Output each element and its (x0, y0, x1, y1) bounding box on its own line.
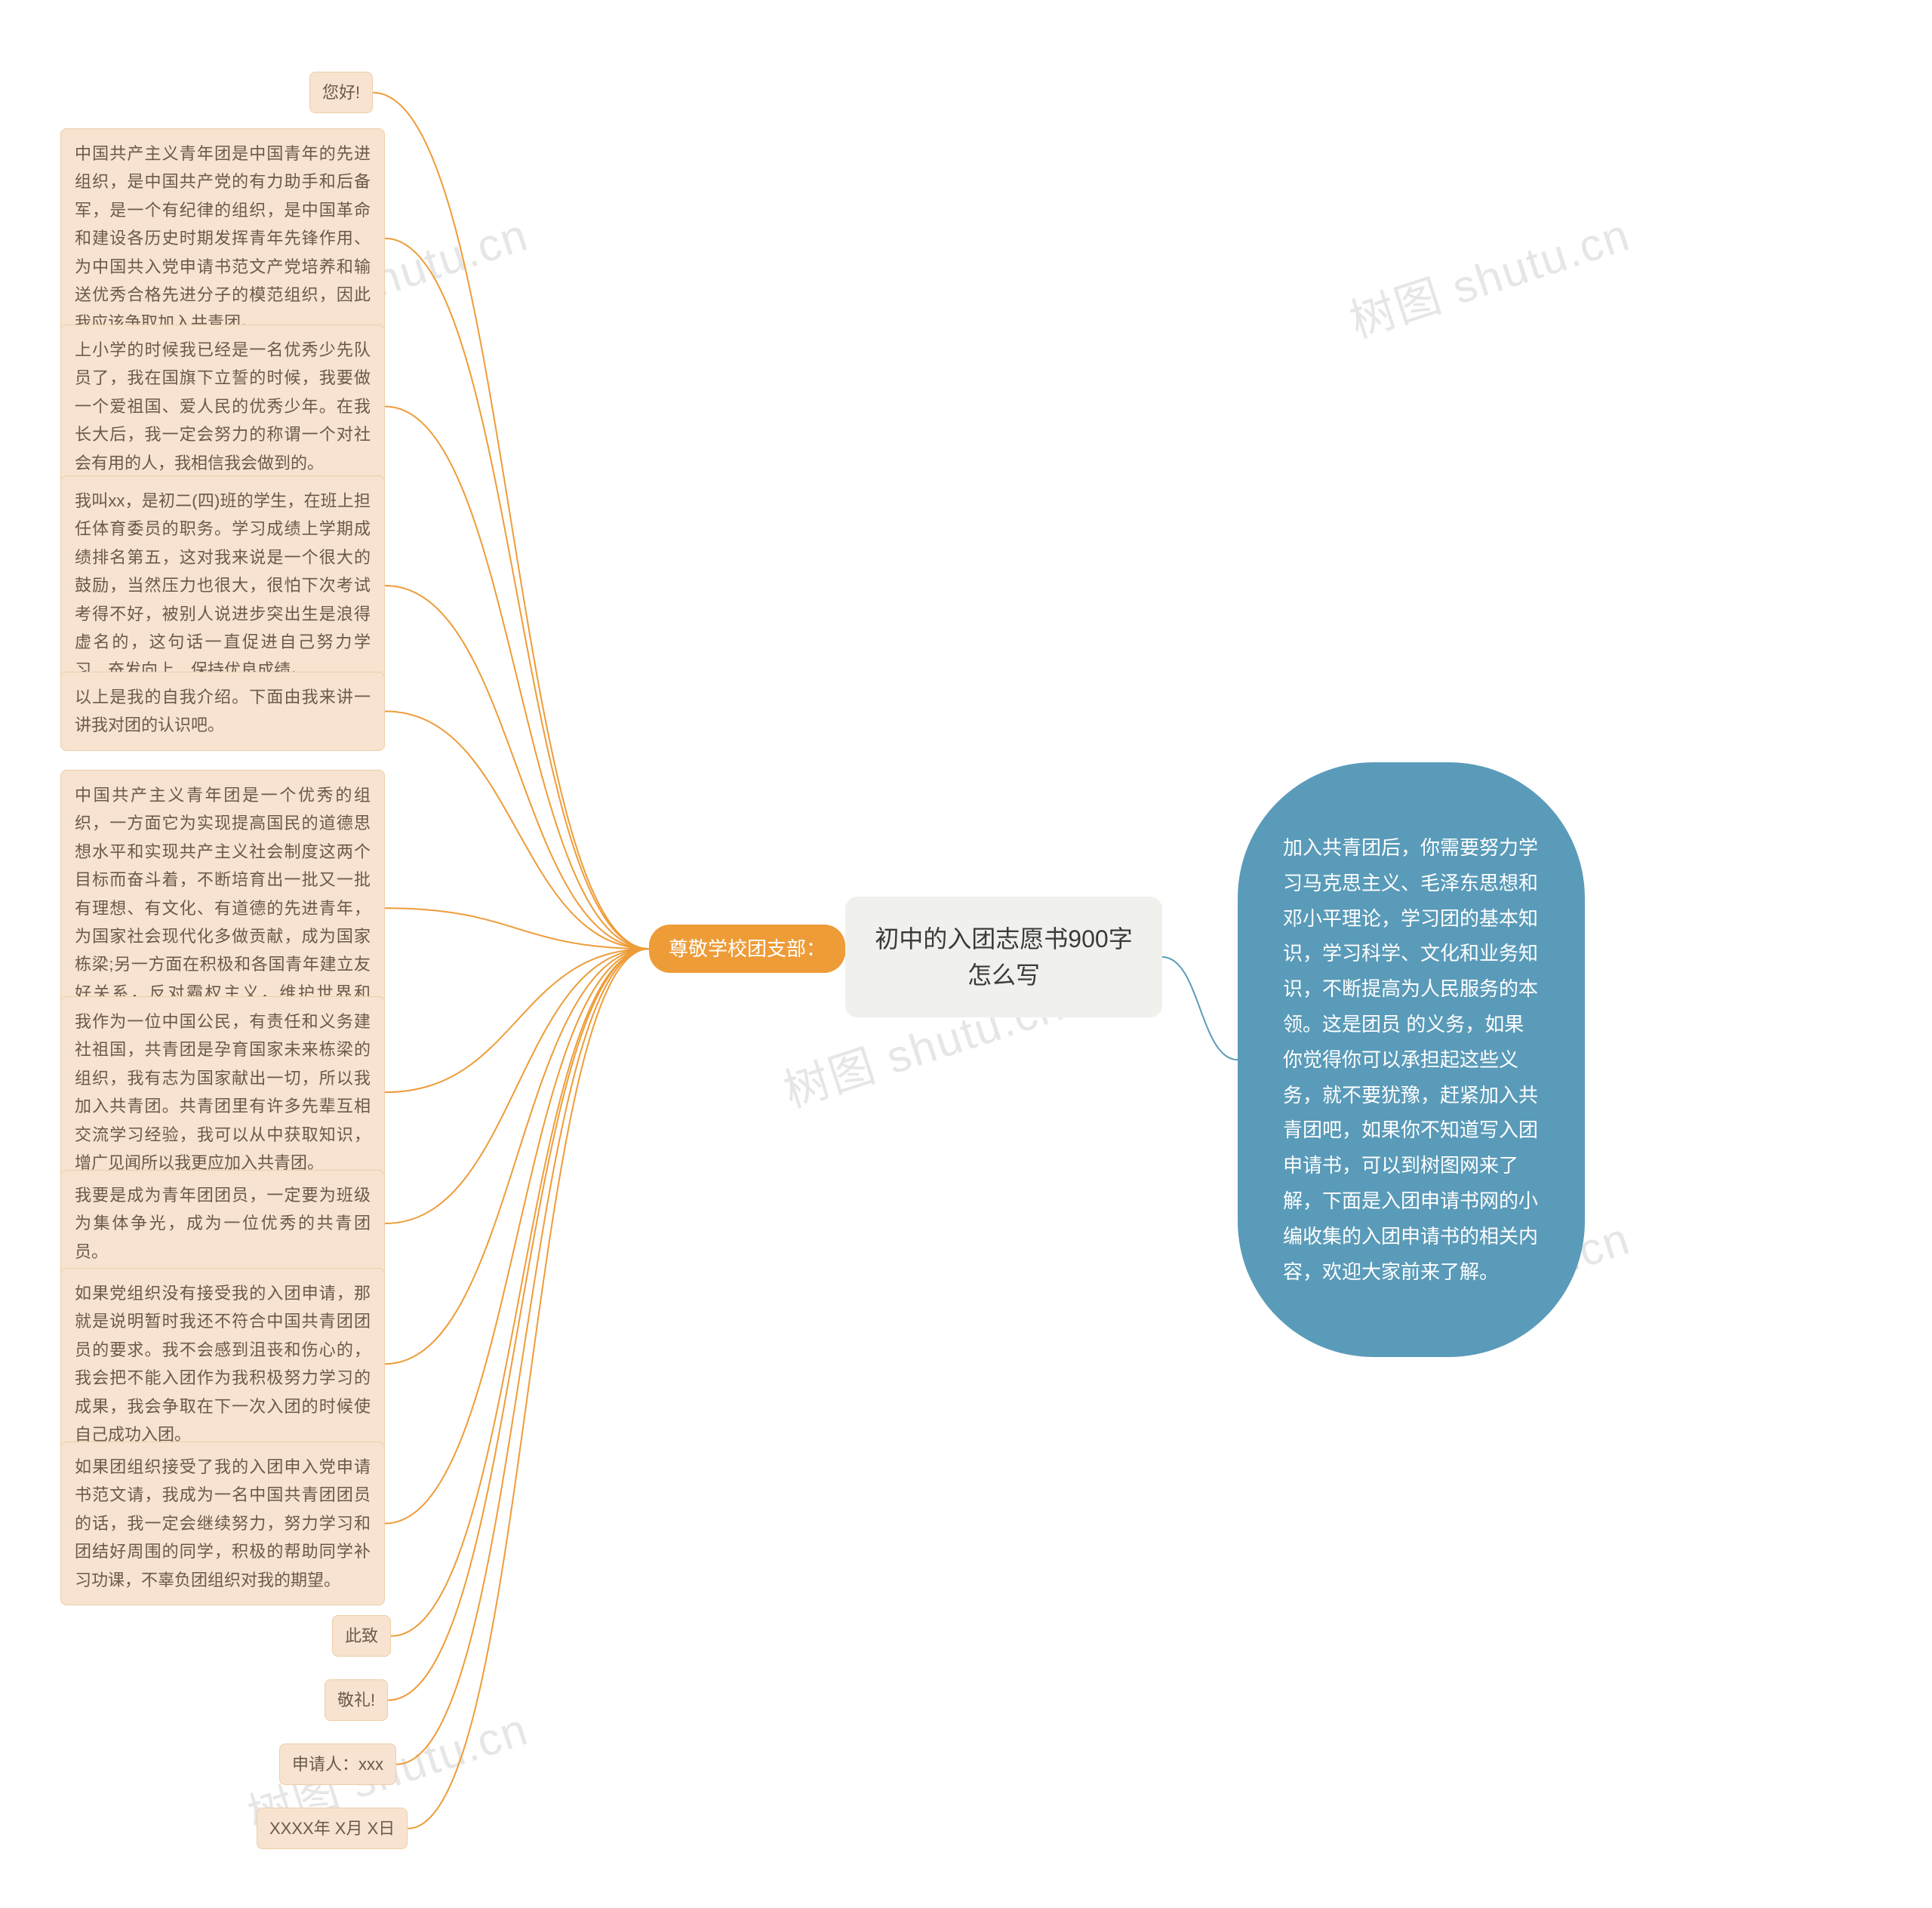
leaf-paragraph-8: 如果党组织没有接受我的入团申请，那就是说明暂时我还不符合中国共青团团员的要求。我… (60, 1268, 385, 1460)
root-node: 初中的入团志愿书900字 怎么写 (845, 897, 1162, 1017)
leaf-date: XXXX年 X月 X日 (257, 1808, 408, 1849)
root-title-line2: 怎么写 (872, 957, 1135, 993)
leaf-paragraph-1: 中国共产主义青年团是中国青年的先进组织，是中国共产党的有力助手和后备军，是一个有… (60, 128, 385, 349)
watermark: 树图 shutu.cn (1340, 198, 1638, 351)
branch-left: 尊敬学校团支部： (649, 925, 845, 973)
leaf-applicant: 申请人：xxx (279, 1743, 396, 1785)
leaf-paragraph-7: 我要是成为青年团团员，一定要为班级为集体争光，成为一位优秀的共青团员。 (60, 1170, 385, 1277)
leaf-paragraph-9: 如果团组织接受了我的入团申入党申请书范文请，我成为一名中国共青团团员的话，我一定… (60, 1442, 385, 1605)
leaf-paragraph-6: 我作为一位中国公民，有责任和义务建社祖国，共青团是孕育国家未来栋梁的组织，我有志… (60, 996, 385, 1188)
branch-right: 加入共青团后，你需要努力学习马克思主义、毛泽东思想和邓小平理论，学习团的基本知识… (1238, 762, 1585, 1357)
leaf-greeting: 您好! (309, 72, 373, 113)
leaf-paragraph-4: 以上是我的自我介绍。下面由我来讲一讲我对团的认识吧。 (60, 672, 385, 751)
root-title-line1: 初中的入团志愿书900字 (872, 921, 1135, 957)
leaf-paragraph-2: 上小学的时候我已经是一名优秀少先队员了，我在国旗下立誓的时候，我要做一个爱祖国、… (60, 325, 385, 488)
leaf-paragraph-3: 我叫xx，是初二(四)班的学生，在班上担任体育委员的职务。学习成绩上学期成绩排名… (60, 475, 385, 696)
leaf-closing-cizhi: 此致 (332, 1615, 391, 1657)
leaf-closing-jingli: 敬礼! (325, 1679, 388, 1721)
